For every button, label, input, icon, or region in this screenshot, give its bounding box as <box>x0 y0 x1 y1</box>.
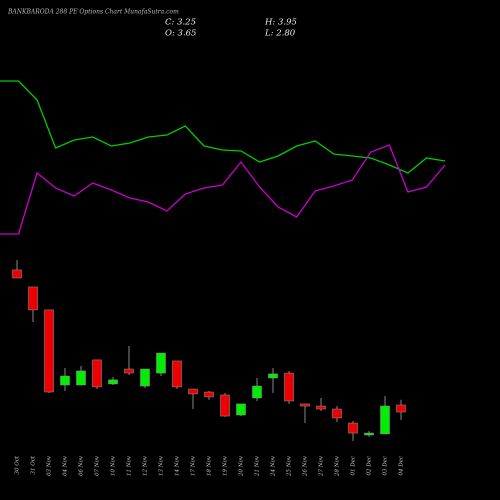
candle-body <box>236 403 246 416</box>
x-tick-label: 18 Nov <box>207 455 213 476</box>
x-tick-label: 21 Nov <box>255 455 261 477</box>
indicator-line <box>0 80 446 174</box>
candle-body <box>92 359 102 388</box>
open-label: O: 3.65 <box>165 29 196 39</box>
candle-body <box>108 379 118 385</box>
candle-body <box>220 394 230 417</box>
candle-body <box>60 375 70 386</box>
x-tick-label: 03 Nov <box>47 455 53 476</box>
x-tick-label: 12 Nov <box>143 455 149 476</box>
chart-title: BANKBARODA 288 PE Options Chart MunafaSu… <box>7 9 179 16</box>
candle-body <box>364 432 374 436</box>
x-tick-label: 19 Nov <box>223 455 229 476</box>
candle-body <box>28 286 38 311</box>
x-tick-label: 10 Nov <box>111 455 117 476</box>
candle-body <box>268 373 278 379</box>
x-tick-label: 30 Oct <box>15 455 21 474</box>
candle-body <box>396 404 406 413</box>
low-label: L: 2.80 <box>264 29 296 39</box>
x-tick-label: 28 Nov <box>335 455 341 477</box>
candle-body <box>204 391 214 398</box>
x-tick-label: 20 Nov <box>239 455 245 477</box>
candle-body <box>332 408 342 419</box>
candle-body <box>188 388 198 395</box>
candle-body <box>44 309 54 393</box>
candle-body <box>76 370 86 386</box>
candle-body <box>252 385 262 399</box>
indicator-line <box>0 144 446 235</box>
x-tick-label: 01 Dec <box>351 456 357 476</box>
x-tick-label: 06 Nov <box>79 455 85 476</box>
x-tick-label: 03 Dec <box>383 456 389 476</box>
candle-body <box>380 405 390 435</box>
x-tick-label: 31 Oct <box>31 455 37 474</box>
candle-body <box>12 269 22 279</box>
candle-body <box>300 403 310 407</box>
candle-body <box>284 372 294 402</box>
close-label: C: 3.25 <box>165 18 196 28</box>
candle-body <box>124 368 134 374</box>
candle-body <box>172 360 182 388</box>
candle-body <box>140 368 150 387</box>
x-tick-label: 14 Nov <box>175 455 181 476</box>
x-tick-label: 24 Nov <box>271 455 277 477</box>
x-tick-label: 11 Nov <box>127 455 133 476</box>
x-tick-label: 02 Dec <box>367 456 373 476</box>
x-tick-label: 26 Nov <box>303 455 309 477</box>
candle-body <box>348 422 358 434</box>
x-tick-label: 04 Dec <box>399 456 405 476</box>
high-label: H: 3.95 <box>264 18 297 28</box>
x-tick-label: 04 Nov <box>63 455 69 476</box>
x-tick-label: 13 Nov <box>159 455 165 476</box>
x-tick-label: 17 Nov <box>191 455 197 476</box>
candle-body <box>316 405 326 410</box>
x-tick-label: 07 Nov <box>95 455 101 476</box>
candle-body <box>156 352 166 374</box>
x-tick-label: 25 Nov <box>287 455 293 477</box>
x-tick-label: 27 Nov <box>319 455 325 477</box>
